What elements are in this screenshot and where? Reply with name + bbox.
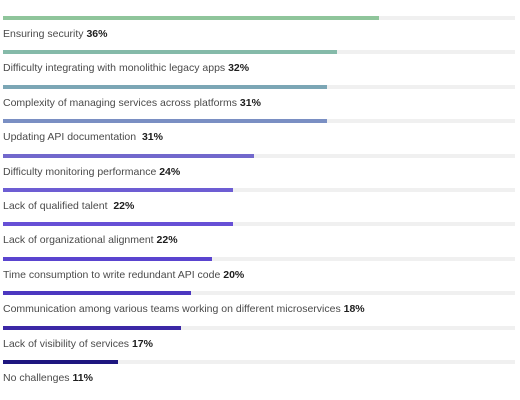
value-label: 32%: [228, 62, 250, 75]
category-label: Communication among various teams workin…: [3, 303, 344, 316]
category-label: No challenges: [3, 372, 73, 384]
category-label: Lack of qualified talent: [3, 200, 114, 212]
bar: [3, 325, 181, 330]
value-label: 18%: [343, 303, 365, 316]
bar: [3, 222, 233, 227]
category-label: Difficulty integrating with monolithic l…: [3, 62, 229, 75]
category-label: Difficulty monitoring performance: [3, 165, 160, 178]
category-label: Lack of organizational alignment: [3, 234, 157, 247]
category-label: Ensuring security: [3, 28, 87, 40]
bar-label: Difficulty integrating with monolithic l…: [3, 62, 249, 75]
bar-row: Difficulty integrating with monolithic l…: [3, 50, 515, 78]
bar-label: Lack of organizational alignment 22%: [3, 234, 178, 247]
bar-row: Ensuring security 36%: [3, 16, 515, 44]
bar-label: No challenges 11%: [3, 372, 93, 385]
bar-track: [3, 325, 515, 330]
value-label: 22%: [113, 200, 135, 212]
bar-row: Complexity of managing services across p…: [3, 84, 515, 113]
bar-track: [3, 222, 515, 227]
value-label: 36%: [86, 28, 108, 40]
category-label: Updating API documentation: [3, 131, 142, 144]
bar-label: Updating API documentation 31%: [3, 131, 163, 144]
bar: [3, 84, 327, 89]
category-label: Lack of visibility of services: [3, 337, 132, 350]
bar-row: No challenges 11%: [3, 360, 515, 388]
bar-track: [3, 360, 515, 364]
bar-track: [3, 291, 515, 296]
bar-row: Difficulty monitoring performance 24%: [3, 153, 515, 182]
value-label: 20%: [223, 268, 245, 281]
value-label: 24%: [159, 165, 181, 178]
bar-label: Communication among various teams workin…: [3, 303, 365, 316]
bar-label: Difficulty monitoring performance 24%: [3, 166, 180, 179]
bar-row: Lack of visibility of services 17%: [3, 325, 515, 354]
bar-row: Updating API documentation 31%: [3, 119, 515, 147]
bar-label: Time consumption to write redundant API …: [3, 269, 244, 282]
value-label: 22%: [156, 234, 178, 247]
bar-row: Communication among various teams workin…: [3, 291, 515, 319]
bar-track: [3, 256, 515, 261]
bar-row: Lack of qualified talent 22%: [3, 188, 515, 216]
bar: [3, 50, 338, 55]
bar: [3, 188, 233, 192]
bar-row: Time consumption to write redundant API …: [3, 256, 515, 285]
bar: [3, 256, 212, 261]
value-label: 31%: [239, 96, 261, 109]
bar: [3, 16, 379, 20]
value-label: 11%: [72, 372, 93, 384]
bar: [3, 291, 191, 296]
bar: [3, 360, 118, 364]
category-label: Time consumption to write redundant API …: [3, 268, 224, 281]
bar-label: Lack of qualified talent 22%: [3, 200, 134, 213]
bar-label: Ensuring security 36%: [3, 28, 107, 41]
bar: [3, 153, 254, 158]
bar: [3, 119, 327, 124]
bar-label: Complexity of managing services across p…: [3, 97, 261, 110]
category-label: Complexity of managing services across p…: [3, 96, 240, 109]
bar-label: Lack of visibility of services 17%: [3, 338, 153, 351]
bar-row: Lack of organizational alignment 22%: [3, 222, 515, 250]
value-label: 17%: [131, 337, 153, 350]
value-label: 31%: [141, 131, 163, 144]
bar-track: [3, 188, 515, 192]
bar-track: [3, 153, 515, 158]
